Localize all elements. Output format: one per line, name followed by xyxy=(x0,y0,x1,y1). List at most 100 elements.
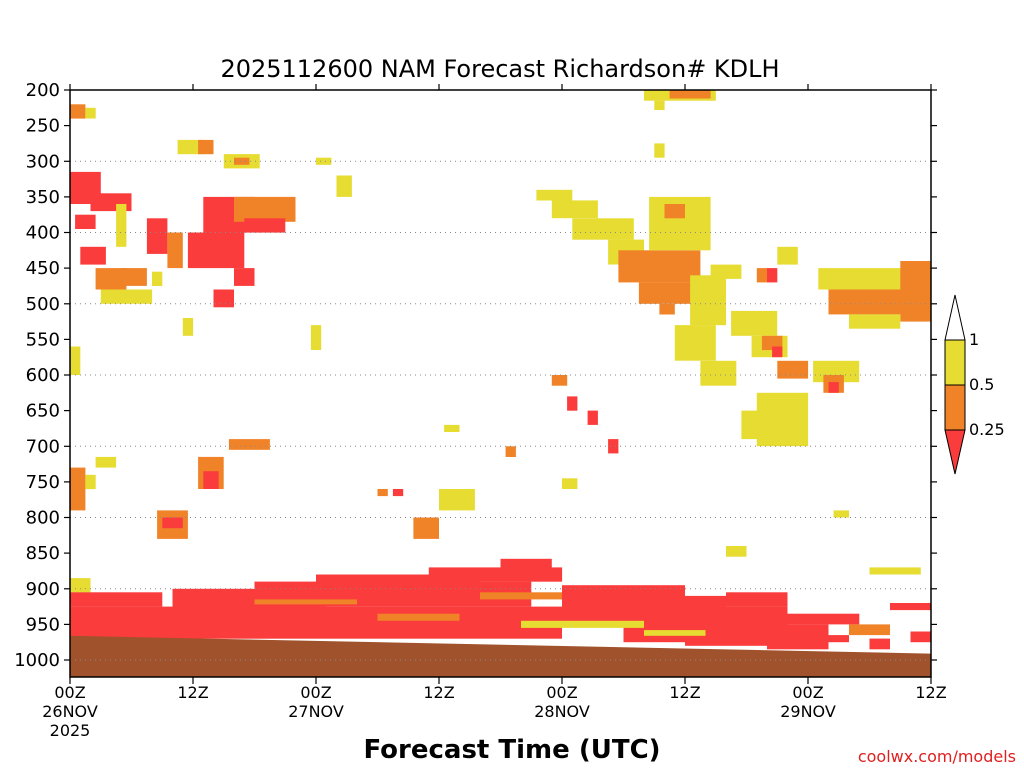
y-axis: 200 250 300 350 400 450 500 550 600 650 700 750 800 8… xyxy=(14,80,937,671)
ri-cell-high-106 xyxy=(644,630,706,636)
ri-cell-low-62 xyxy=(828,382,839,393)
ri-cell-mid-33 xyxy=(228,439,270,450)
ri-cell-mid-46 xyxy=(618,250,701,283)
ri-cell-high-81 xyxy=(726,546,747,557)
ri-cell-mid-37 xyxy=(413,517,439,539)
ri-cell-mid-6 xyxy=(95,268,127,290)
ri-cell-high-71 xyxy=(849,314,901,329)
x-tick-label: 2025 xyxy=(50,721,91,740)
ri-cell-high-105 xyxy=(521,620,644,628)
y-tick-label: 750 xyxy=(26,472,60,493)
ri-cell-high-25 xyxy=(310,325,322,350)
y-tick-label: 350 xyxy=(26,187,60,208)
ri-cell-high-24 xyxy=(336,175,352,197)
colorbar-bin-above-1 xyxy=(944,294,966,341)
ri-cell-high-84 xyxy=(70,578,91,593)
x-tick-label: 12Z xyxy=(915,683,946,702)
ri-cell-high-19 xyxy=(177,139,204,155)
ri-cell-mid-15 xyxy=(234,196,296,222)
ri-cell-low-79 xyxy=(608,439,619,454)
colorbar-bin-mid xyxy=(944,384,966,431)
ri-cell-low-4 xyxy=(75,214,96,229)
ri-cell-high-83 xyxy=(833,510,849,518)
y-tick-label: 250 xyxy=(26,116,60,137)
credit-text: coolwx.com/models xyxy=(858,747,1016,766)
y-tick-label: 400 xyxy=(26,223,60,244)
ri-cell-high-30 xyxy=(95,456,117,468)
ri-cell-mid-12 xyxy=(167,232,183,269)
ri-cell-low-18 xyxy=(213,289,234,308)
colorbar-bin-low xyxy=(944,429,966,475)
y-tick-label: 1000 xyxy=(14,650,60,671)
ri-cell-low-85 xyxy=(70,592,163,607)
ri-cell-low-16 xyxy=(244,218,286,233)
ri-cell-high-51 xyxy=(690,275,726,326)
y-tick-label: 600 xyxy=(26,365,60,386)
x-tick-label: 00Z xyxy=(792,683,823,702)
y-tick-label: 800 xyxy=(26,508,60,529)
ri-cell-mid-99 xyxy=(849,624,890,636)
ri-cell-low-98 xyxy=(808,635,849,643)
chart-title: 2025112600 NAM Forecast Richardson# KDLH xyxy=(220,55,779,83)
colorbar-label-0.5: 0.5 xyxy=(969,375,994,394)
ri-cell-high-42 xyxy=(536,189,573,201)
ri-cell-low-13 xyxy=(187,232,245,269)
ri-cell-low-17 xyxy=(234,268,255,286)
ri-cell-low-78 xyxy=(587,410,598,425)
ri-cell-low-35 xyxy=(162,517,183,529)
x-tick-label: 26NOV xyxy=(42,702,98,721)
plot-frame xyxy=(69,89,932,678)
ri-cell-low-97 xyxy=(787,613,860,625)
ri-cell-mid-0 xyxy=(70,104,86,119)
ri-cell-low-89 xyxy=(316,574,480,586)
y-tick-label: 550 xyxy=(26,329,60,350)
ri-cell-high-74 xyxy=(654,100,665,110)
ri-cell-mid-104 xyxy=(377,613,460,621)
ri-cell-high-63 xyxy=(756,392,809,447)
x-tick-label: 00Z xyxy=(546,683,577,702)
ri-cell-high-1 xyxy=(85,107,96,119)
y-tick-label: 700 xyxy=(26,436,60,457)
ri-cell-mid-73 xyxy=(669,90,711,99)
ri-cell-low-90 xyxy=(428,567,563,582)
ri-cell-low-32 xyxy=(203,471,219,489)
ri-cell-mid-8 xyxy=(121,268,147,286)
ri-cell-high-41 xyxy=(444,424,460,432)
x-tick-label: 28NOV xyxy=(534,702,590,721)
x-tick-label: 12Z xyxy=(669,683,700,702)
ri-cell-high-27 xyxy=(70,346,81,375)
ri-cell-high-65 xyxy=(777,246,798,265)
ri-cell-mid-38 xyxy=(377,489,388,497)
x-axis-label: Forecast Time (UTC) xyxy=(363,735,660,765)
ri-cell-low-96 xyxy=(726,592,788,607)
ri-cell-high-80 xyxy=(562,478,578,489)
colorbar-label-1: 1 xyxy=(969,330,979,349)
ri-cell-mid-103 xyxy=(480,592,562,600)
x-tick-label: 12Z xyxy=(423,683,454,702)
ri-cell-high-11 xyxy=(152,271,163,286)
ri-cell-low-102 xyxy=(910,631,931,643)
ri-cell-mid-22 xyxy=(234,157,250,165)
plot-area xyxy=(70,90,932,677)
ri-cell-mid-70 xyxy=(900,261,932,322)
y-tick-label: 950 xyxy=(26,614,60,635)
ri-cell-high-9 xyxy=(116,204,127,247)
y-tick-label: 450 xyxy=(26,258,60,279)
ri-cell-mid-107 xyxy=(254,599,357,605)
ri-cell-low-39 xyxy=(392,489,404,497)
ri-cell-mid-50 xyxy=(664,204,685,219)
ri-cell-mid-59 xyxy=(777,360,809,379)
ri-cell-mid-40 xyxy=(505,446,516,457)
ground-mask xyxy=(70,635,931,677)
x-tick-label: 29NOV xyxy=(780,702,836,721)
y-tick-label: 500 xyxy=(26,294,60,315)
ri-cell-low-108 xyxy=(131,631,214,636)
ri-cell-mid-20 xyxy=(198,139,214,155)
ri-cell-low-10 xyxy=(146,218,168,254)
ri-cell-mid-66 xyxy=(756,268,768,283)
ri-cell-high-75 xyxy=(654,143,665,158)
y-tick-label: 200 xyxy=(26,80,60,101)
ri-cell-high-52 xyxy=(674,325,716,361)
y-tick-label: 650 xyxy=(26,401,60,422)
colorbar: 1 0.5 0.25 xyxy=(944,294,1005,475)
